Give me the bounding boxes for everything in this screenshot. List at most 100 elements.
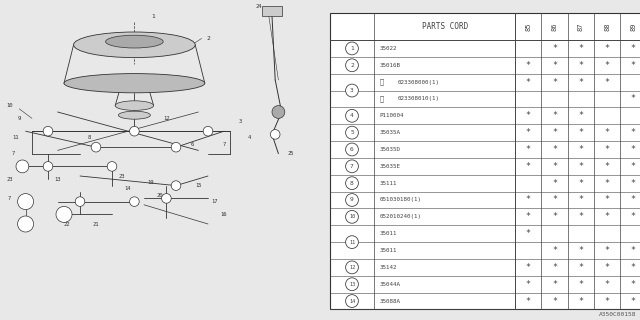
Text: 13: 13 <box>349 282 355 287</box>
Text: 86: 86 <box>552 22 557 31</box>
Text: *: * <box>526 212 531 221</box>
Text: 052010240(1): 052010240(1) <box>379 214 421 219</box>
Text: *: * <box>579 179 583 188</box>
Text: 87: 87 <box>578 22 584 31</box>
Circle shape <box>129 126 140 136</box>
Text: 35088A: 35088A <box>379 299 400 304</box>
Circle shape <box>172 181 181 190</box>
Text: 23: 23 <box>118 173 125 179</box>
Text: *: * <box>605 44 609 53</box>
Text: 16: 16 <box>221 212 227 217</box>
Text: 35016B: 35016B <box>379 63 400 68</box>
Text: *: * <box>552 263 557 272</box>
Text: 12: 12 <box>349 265 355 270</box>
Text: *: * <box>579 212 583 221</box>
Text: 7: 7 <box>222 141 226 147</box>
Text: *: * <box>526 128 531 137</box>
Text: *: * <box>631 128 636 137</box>
Text: 35022: 35022 <box>379 46 397 51</box>
Text: 21: 21 <box>93 221 99 227</box>
Text: 3: 3 <box>350 88 354 93</box>
Text: *: * <box>526 61 531 70</box>
Text: *: * <box>552 61 557 70</box>
Text: *: * <box>631 297 636 306</box>
Text: *: * <box>552 196 557 204</box>
Text: *: * <box>552 111 557 120</box>
Text: 2: 2 <box>206 36 210 41</box>
Circle shape <box>346 194 358 206</box>
Text: 35035E: 35035E <box>379 164 400 169</box>
Circle shape <box>161 194 172 203</box>
Text: 023308010(1): 023308010(1) <box>398 96 440 101</box>
Text: *: * <box>579 78 583 87</box>
Text: *: * <box>631 179 636 188</box>
Circle shape <box>346 295 358 308</box>
Text: *: * <box>579 162 583 171</box>
Text: *: * <box>526 229 531 238</box>
Text: 13: 13 <box>54 177 61 182</box>
Text: 10: 10 <box>349 214 355 219</box>
Text: *: * <box>579 61 583 70</box>
Circle shape <box>16 160 29 173</box>
Text: *: * <box>552 162 557 171</box>
Text: *: * <box>631 61 636 70</box>
Text: *: * <box>631 263 636 272</box>
Text: *: * <box>579 196 583 204</box>
Circle shape <box>272 106 285 118</box>
Ellipse shape <box>115 101 154 110</box>
Text: A350C00158: A350C00158 <box>599 312 637 317</box>
Text: *: * <box>631 246 636 255</box>
Text: *: * <box>579 145 583 154</box>
Text: 20: 20 <box>157 193 163 198</box>
Text: 9: 9 <box>17 116 21 121</box>
Text: 10: 10 <box>6 103 13 108</box>
Text: 051030180(1): 051030180(1) <box>379 197 421 203</box>
Text: *: * <box>579 128 583 137</box>
Circle shape <box>346 109 358 122</box>
Text: *: * <box>526 145 531 154</box>
Circle shape <box>346 160 358 173</box>
Circle shape <box>108 162 116 171</box>
Text: *: * <box>552 78 557 87</box>
Text: 7: 7 <box>8 196 12 201</box>
Text: 7: 7 <box>11 151 15 156</box>
Text: *: * <box>552 212 557 221</box>
Text: 8: 8 <box>88 135 92 140</box>
Text: 35142: 35142 <box>379 265 397 270</box>
Text: 023308000(1): 023308000(1) <box>398 80 440 84</box>
Text: 2: 2 <box>350 63 354 68</box>
Circle shape <box>44 162 52 171</box>
Text: *: * <box>579 263 583 272</box>
Text: 6: 6 <box>350 147 354 152</box>
Text: *: * <box>631 280 636 289</box>
Text: *: * <box>605 297 609 306</box>
Text: 25: 25 <box>288 151 294 156</box>
Text: 1: 1 <box>152 13 156 19</box>
Text: *: * <box>526 280 531 289</box>
Text: *: * <box>605 196 609 204</box>
Text: 35035D: 35035D <box>379 147 400 152</box>
Circle shape <box>346 126 358 139</box>
Text: Ⓝ: Ⓝ <box>379 79 383 85</box>
Text: *: * <box>552 179 557 188</box>
Text: *: * <box>579 44 583 53</box>
Circle shape <box>346 211 358 223</box>
Text: *: * <box>605 179 609 188</box>
Text: 1: 1 <box>350 46 354 51</box>
Text: 35044A: 35044A <box>379 282 400 287</box>
Circle shape <box>129 197 140 206</box>
Text: *: * <box>526 78 531 87</box>
Text: 15: 15 <box>195 183 202 188</box>
Ellipse shape <box>118 111 150 119</box>
Text: *: * <box>579 280 583 289</box>
Text: PARTS CORD: PARTS CORD <box>422 22 468 31</box>
Text: 22: 22 <box>64 221 70 227</box>
Text: 4: 4 <box>248 135 252 140</box>
Circle shape <box>346 261 358 274</box>
Circle shape <box>346 42 358 55</box>
Circle shape <box>92 142 101 152</box>
Text: *: * <box>631 44 636 53</box>
Text: 19: 19 <box>147 180 154 185</box>
Circle shape <box>346 59 358 72</box>
Circle shape <box>18 216 34 232</box>
